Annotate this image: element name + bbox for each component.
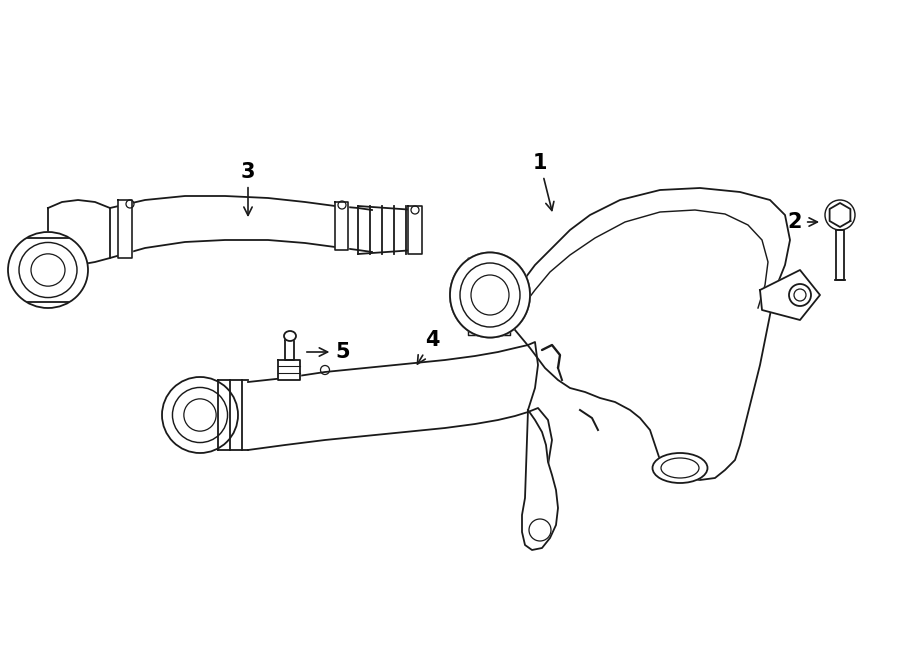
Polygon shape	[836, 230, 844, 280]
Ellipse shape	[450, 252, 530, 338]
Polygon shape	[468, 258, 510, 335]
Polygon shape	[28, 238, 68, 302]
Polygon shape	[248, 342, 552, 465]
Polygon shape	[505, 188, 790, 480]
Polygon shape	[110, 196, 372, 258]
Text: 2: 2	[788, 212, 817, 232]
Text: 5: 5	[307, 342, 349, 362]
Text: 3: 3	[241, 162, 256, 215]
Polygon shape	[760, 270, 820, 320]
Polygon shape	[335, 202, 348, 250]
Text: 1: 1	[533, 153, 554, 211]
Polygon shape	[48, 200, 110, 265]
Ellipse shape	[789, 284, 811, 306]
Polygon shape	[830, 203, 850, 227]
Polygon shape	[408, 206, 422, 254]
Ellipse shape	[162, 377, 238, 453]
Polygon shape	[285, 340, 294, 360]
Polygon shape	[278, 360, 300, 380]
Ellipse shape	[652, 453, 707, 483]
Polygon shape	[522, 410, 558, 550]
Polygon shape	[118, 200, 132, 258]
Ellipse shape	[284, 331, 296, 341]
Text: 4: 4	[418, 330, 439, 364]
Ellipse shape	[450, 252, 530, 338]
Ellipse shape	[8, 232, 88, 308]
